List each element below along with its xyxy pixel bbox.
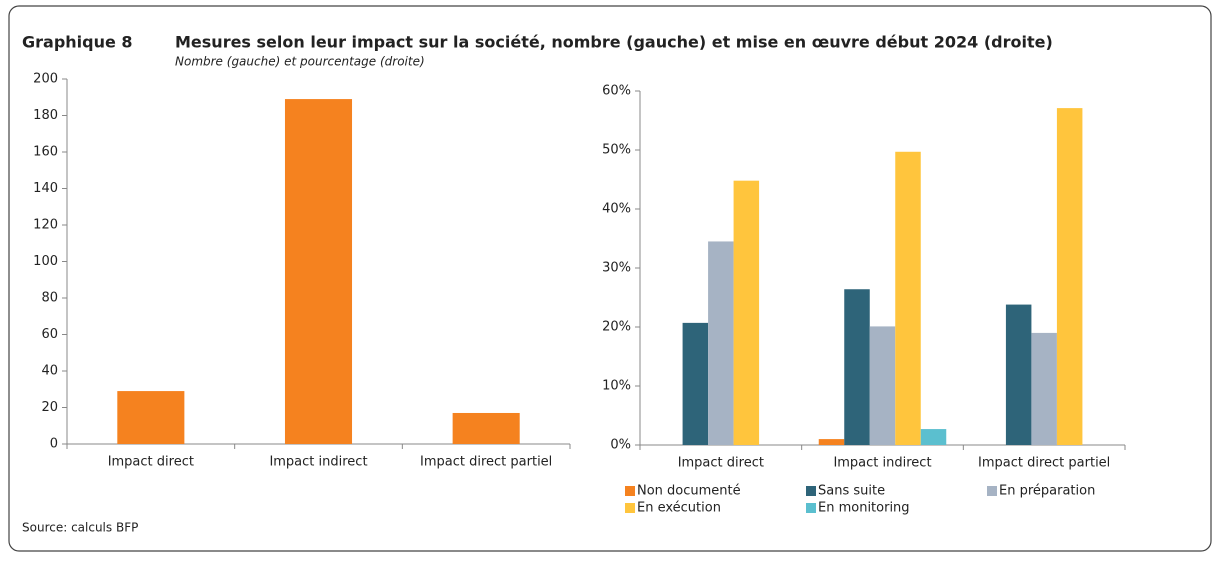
bar (869, 326, 896, 445)
y-tick-label: 120 (33, 218, 58, 233)
bar (682, 322, 709, 445)
legend-swatch (806, 486, 816, 496)
frame (8, 5, 1212, 552)
legend-label: En monitoring (818, 501, 910, 516)
legend-label: Sans suite (818, 484, 885, 499)
source: Source: calculs BFP (22, 521, 138, 535)
legend-label: En préparation (999, 484, 1095, 499)
y-tick-label: 10% (602, 379, 631, 394)
legend-swatch (625, 503, 635, 513)
bar (1056, 108, 1083, 446)
y-tick-label: 0% (610, 438, 631, 453)
y-tick-label: 80 (41, 291, 58, 306)
bar (895, 151, 921, 445)
bar (284, 99, 353, 444)
bar (920, 429, 947, 445)
x-tick-label: Impact direct (108, 455, 194, 470)
legend-swatch (987, 486, 997, 496)
bar (818, 439, 845, 445)
y-tick-label: 100 (33, 254, 58, 269)
x-tick-label: Impact direct (678, 456, 764, 471)
y-tick-label: 40 (41, 364, 58, 379)
x-tick-label: Impact indirect (833, 456, 931, 471)
bar (733, 180, 760, 445)
y-tick-label: 160 (33, 145, 58, 160)
subtitle: Nombre (gauche) et pourcentage (droite) (175, 55, 425, 69)
bar (452, 412, 520, 444)
bar (708, 241, 734, 445)
x-tick-label: Impact direct partiel (978, 456, 1110, 471)
y-tick-label: 50% (602, 143, 631, 158)
legend-label: En exécution (637, 501, 721, 516)
y-tick-label: 140 (33, 181, 58, 196)
y-tick-label: 20% (602, 320, 631, 335)
y-tick-label: 40% (602, 202, 631, 217)
bar (1031, 332, 1057, 445)
legend-swatch (625, 486, 635, 496)
y-tick-label: 0 (50, 437, 58, 452)
figure-label: Graphique 8 (22, 33, 133, 52)
bar (844, 289, 870, 445)
title: Mesures selon leur impact sur la société… (175, 33, 1053, 52)
y-tick-label: 30% (602, 261, 631, 276)
bar (1005, 304, 1032, 445)
legend-label: Non documenté (637, 484, 741, 499)
legend-swatch (806, 503, 816, 513)
y-tick-label: 20 (41, 400, 58, 415)
x-tick-label: Impact direct partiel (420, 455, 552, 470)
y-tick-label: 60% (602, 84, 631, 99)
y-tick-label: 180 (33, 108, 58, 123)
bar (117, 391, 185, 444)
y-tick-label: 200 (33, 72, 58, 87)
x-tick-label: Impact indirect (269, 455, 367, 470)
y-tick-label: 60 (41, 327, 58, 342)
